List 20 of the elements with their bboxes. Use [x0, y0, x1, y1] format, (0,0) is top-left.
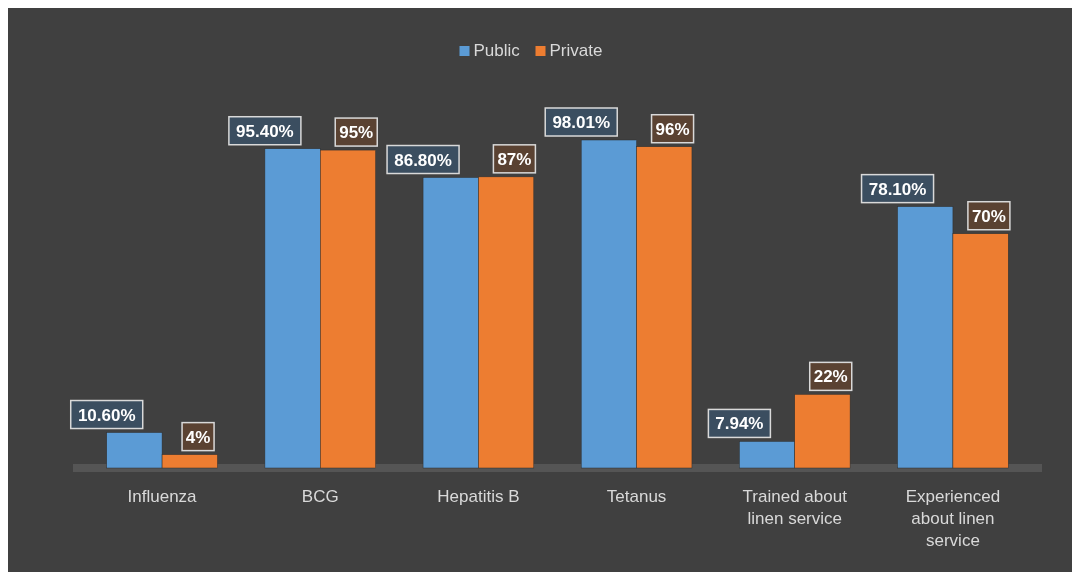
x-tick-label: Trained about linen service: [742, 487, 848, 528]
legend-label: Private: [549, 41, 603, 60]
x-tick-label: Tetanus: [606, 487, 667, 506]
x-tick-label: Experienced about linen service: [905, 487, 1001, 550]
data-label: 4%: [185, 427, 211, 447]
x-tick-label: Hepatitis B: [437, 487, 520, 506]
data-label: 10.60%: [77, 405, 136, 425]
data-label: 95.40%: [236, 121, 294, 141]
data-label: 87%: [497, 149, 532, 169]
legend-label: Public: [473, 41, 521, 60]
data-label: 22%: [813, 367, 848, 387]
data-label: 70%: [971, 206, 1006, 226]
x-tick-label: BCG: [301, 487, 339, 506]
data-label: 78.10%: [868, 179, 927, 199]
x-tick-label: Influenza: [127, 487, 198, 506]
data-label: 98.01%: [552, 113, 611, 132]
data-label: 96%: [655, 119, 690, 139]
data-label: 86.80%: [394, 150, 452, 170]
data-label: 7.94%: [715, 414, 764, 434]
data-label: 95%: [339, 123, 374, 143]
